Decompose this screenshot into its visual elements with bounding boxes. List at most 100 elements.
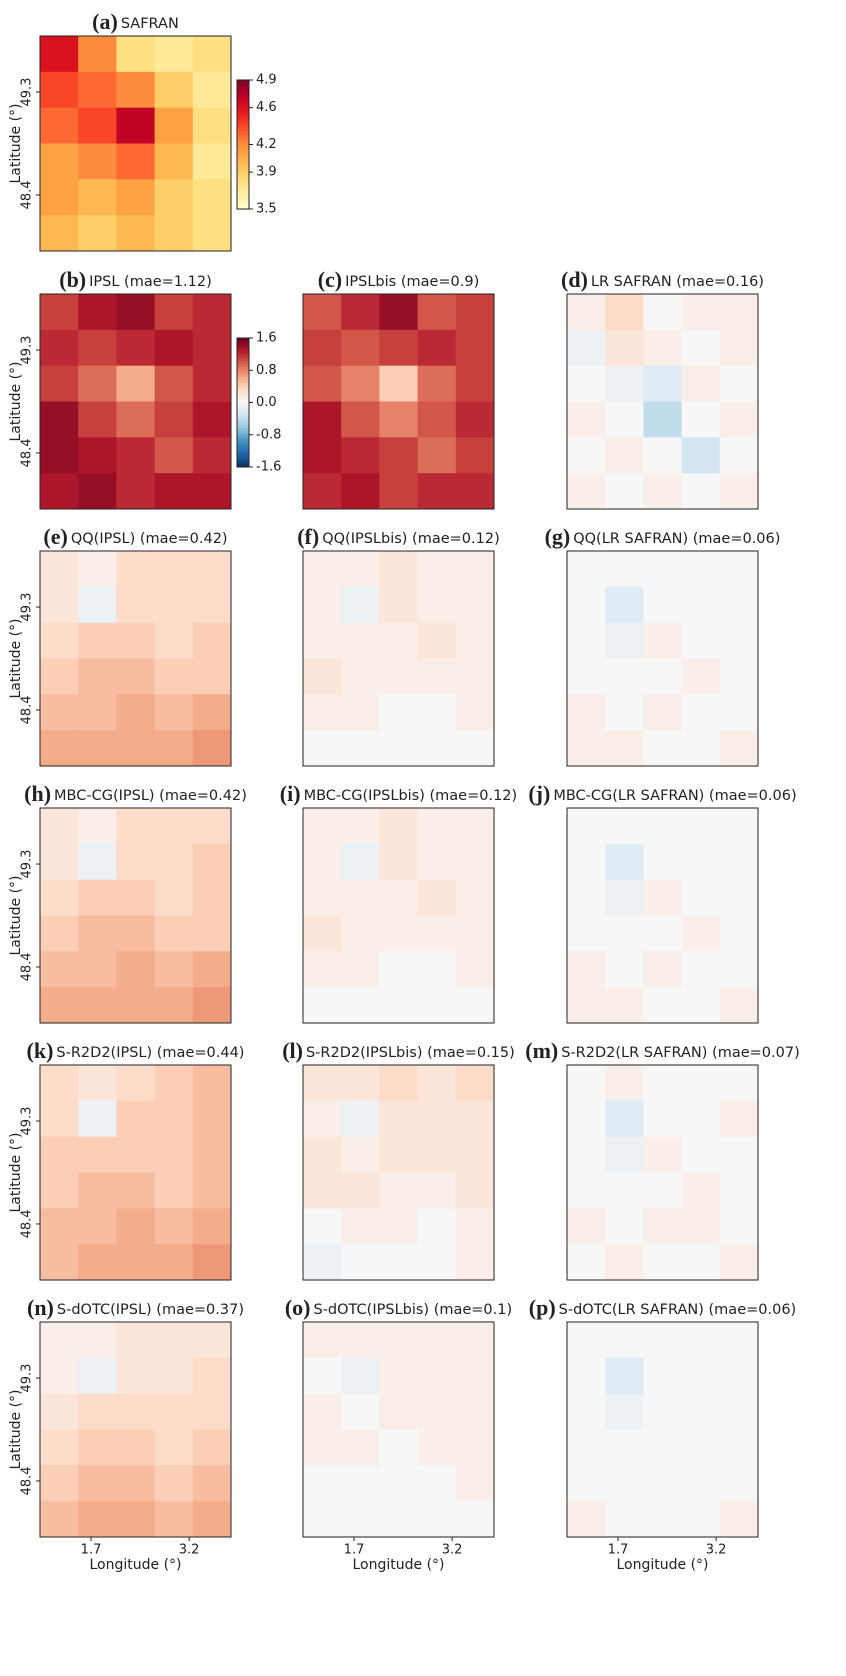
heatmap-cell — [192, 1429, 232, 1466]
heatmap-cell — [455, 658, 495, 695]
heatmap-cell — [303, 1100, 342, 1138]
heatmap-cell — [78, 1100, 117, 1138]
heatmap-cell — [40, 1357, 79, 1395]
heatmap-cell — [455, 1393, 495, 1430]
heatmap-cell — [605, 843, 644, 881]
colorbar-segment — [237, 115, 249, 120]
plot-frame — [566, 1064, 759, 1281]
heatmap-cell — [192, 329, 232, 367]
heatmap-cell — [303, 1172, 342, 1209]
heatmap-cell — [40, 1136, 79, 1173]
heatmap-cell — [719, 730, 759, 767]
heatmap-cell — [681, 1172, 721, 1209]
heatmap-cell — [605, 1100, 644, 1138]
heatmap-cell — [681, 1357, 721, 1395]
heatmap-cell — [116, 1322, 156, 1359]
heatmap-cell — [341, 473, 380, 510]
heatmap-cell — [681, 808, 721, 845]
heatmap-cell — [681, 586, 721, 624]
heatmap-cell — [719, 694, 759, 731]
x-tick-label: 3.2 — [442, 1543, 463, 1558]
heatmap-cell — [417, 879, 457, 916]
heatmap-cell — [605, 1501, 644, 1538]
heatmap-cell — [379, 658, 419, 695]
heatmap-cell — [567, 879, 606, 916]
heatmap-cell — [116, 915, 156, 952]
heatmap-cell — [192, 951, 232, 988]
heatmap-cell — [303, 730, 342, 767]
heatmap-cell — [605, 987, 644, 1024]
heatmap-cell — [116, 437, 156, 474]
heatmap-cell — [605, 808, 644, 845]
heatmap-cell — [192, 1357, 232, 1395]
heatmap-cell — [567, 1357, 606, 1395]
heatmap-cell — [643, 473, 683, 510]
heatmap-cell — [681, 437, 721, 474]
heatmap-cell — [116, 551, 156, 588]
heatmap-cell — [605, 622, 644, 659]
heatmap-cell — [643, 1357, 683, 1395]
heatmap-cell — [154, 1100, 194, 1138]
heatmap-cell — [192, 473, 232, 510]
heatmap-cell — [341, 1208, 380, 1245]
heatmap-cell — [605, 1322, 644, 1359]
heatmap-cell — [78, 879, 117, 916]
heatmap-cell — [40, 215, 79, 252]
heatmap-cell — [605, 658, 644, 695]
x-tick-label: 1.7 — [344, 1543, 365, 1558]
panel-name: IPSL (mae=1.12) — [89, 274, 212, 290]
heatmap-cell — [417, 1429, 457, 1466]
heatmap-cell — [567, 586, 606, 624]
colorbar-segment — [237, 441, 249, 445]
colorbar-tick-label: 0.8 — [256, 363, 277, 378]
heatmap-cell — [116, 401, 156, 438]
heatmap-cell — [341, 730, 380, 767]
heatmap-cell — [643, 622, 683, 659]
heatmap-cell — [116, 365, 156, 402]
heatmap-cell — [154, 71, 194, 109]
colorbar-segment — [237, 173, 249, 178]
panel-title: (m) S-R2D2(LR SAFRAN) (mae=0.07) — [525, 1038, 799, 1063]
colorbar-segment — [237, 147, 249, 152]
heatmap-cell — [341, 694, 380, 731]
heatmap-cell — [417, 365, 457, 402]
colorbar-segment — [237, 102, 249, 107]
heatmap-cell — [643, 1208, 683, 1245]
colorbar-segment — [237, 354, 249, 358]
plot-frame — [39, 807, 232, 1024]
heatmap-cell — [154, 879, 194, 916]
heatmap-cell — [455, 1322, 495, 1359]
heatmap-cell — [154, 730, 194, 767]
colorbar-segment — [237, 121, 249, 126]
heatmap-cell — [116, 694, 156, 731]
colorbar-segment — [237, 392, 249, 397]
heatmap-cell — [192, 71, 232, 109]
heatmap-cell — [116, 1172, 156, 1209]
heatmap-cell — [643, 1172, 683, 1209]
colorbar-segment — [237, 431, 249, 436]
panel-title: (n) S-dOTC(IPSL) (mae=0.37) — [27, 1295, 244, 1320]
heatmap-cell — [681, 1208, 721, 1245]
heatmap-cell — [417, 1501, 457, 1538]
panel-letter: (d) — [561, 267, 588, 292]
heatmap-cell — [417, 915, 457, 952]
heatmap-cell — [379, 987, 419, 1024]
heatmap-cell — [303, 694, 342, 731]
y-tick-label: 48.4 — [20, 952, 35, 981]
panel-letter: (m) — [525, 1038, 558, 1063]
heatmap-cell — [154, 808, 194, 845]
heatmap-cell — [303, 658, 342, 695]
heatmap-cell — [417, 1065, 457, 1102]
heatmap-cell — [154, 401, 194, 438]
y-axis-label: Latitude (°) — [8, 619, 24, 699]
heatmap-cell — [379, 1244, 419, 1281]
heatmap-cell — [567, 622, 606, 659]
heatmap-cell — [78, 1357, 117, 1395]
heatmap-cell — [567, 808, 606, 845]
heatmap-cell — [303, 1065, 342, 1102]
heatmap-cell — [455, 730, 495, 767]
heatmap-cell — [567, 1172, 606, 1209]
heatmap-cell — [567, 1208, 606, 1245]
y-tick-label: 49.3 — [20, 1107, 35, 1136]
heatmap-cell — [116, 107, 156, 144]
